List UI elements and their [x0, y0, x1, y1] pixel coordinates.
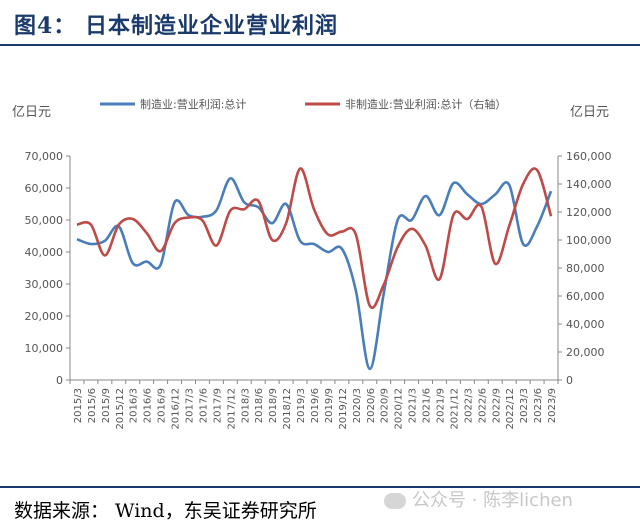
- x-tick-label: 2021/6: [422, 388, 433, 423]
- x-tick-label: 2022/6: [477, 388, 488, 423]
- x-tick-label: 2022/12: [505, 388, 516, 430]
- x-tick-label: 2019/9: [324, 388, 335, 423]
- x-tick-label: 2018/12: [282, 388, 293, 430]
- legend-label-manufacturing: 制造业:营业利润:总计: [140, 97, 246, 111]
- x-tick-label: 2019/6: [310, 388, 321, 423]
- right-axis-unit-label: 亿日元: [570, 105, 609, 120]
- x-tick-label: 2015/3: [73, 388, 84, 423]
- bottom-rule: [0, 486, 640, 488]
- series-layer: [76, 167, 553, 371]
- x-tick-label: 2016/9: [157, 388, 168, 423]
- figure-title: 图4： 日本制造业企业营业利润: [14, 13, 338, 39]
- right-tick-label: 160,000: [566, 150, 612, 163]
- x-tick-label: 2015/9: [101, 388, 112, 423]
- legend-label-non-manufacturing: 非制造业:营业利润:总计（右轴）: [345, 97, 506, 111]
- left-tick-label: 50,000: [25, 214, 64, 227]
- x-tick-label: 2018/9: [268, 388, 279, 423]
- x-tick-label: 2020/3: [352, 388, 363, 423]
- x-tick-label: 2023/3: [519, 388, 530, 423]
- right-tick-label: 60,000: [566, 290, 605, 303]
- right-tick-label: 120,000: [566, 206, 612, 219]
- right-tick-label: 80,000: [566, 262, 605, 275]
- right-tick-label: 20,000: [566, 346, 605, 359]
- x-tick-label: 2016/6: [143, 388, 154, 423]
- x-tick-label: 2022/3: [463, 388, 474, 423]
- watermark: 公众号 · 陈李lichen: [384, 486, 573, 512]
- x-tick-label: 2017/3: [185, 388, 196, 423]
- figure-title-bar: 图4： 日本制造业企业营业利润: [0, 0, 640, 46]
- x-tick-label: 2017/6: [198, 388, 209, 423]
- x-tick-label: 2019/12: [338, 388, 349, 430]
- line-chart: 亿日元 亿日元 制造业:营业利润:总计 非制造业:营业利润:总计（右轴） 0 10…: [12, 97, 612, 430]
- x-tick-label: 2016/3: [129, 388, 140, 423]
- x-tick-label: 2015/6: [87, 388, 98, 423]
- watermark-text: 公众号 · 陈李lichen: [412, 490, 573, 511]
- legend: 制造业:营业利润:总计 非制造业:营业利润:总计（右轴）: [100, 97, 506, 111]
- series-line-manufacturing: [76, 177, 553, 371]
- left-tick-label: 20,000: [25, 310, 64, 323]
- left-tick-label: 10,000: [25, 342, 64, 355]
- right-tick-label: 140,000: [566, 178, 612, 191]
- left-tick-label: 70,000: [25, 150, 64, 163]
- x-tick-label: 2020/6: [366, 388, 377, 423]
- right-tick-label: 0: [566, 374, 573, 387]
- x-tick-label: 2021/12: [449, 388, 460, 430]
- x-tick-label: 2020/12: [394, 388, 405, 430]
- series-line-non-manufacturing: [76, 167, 553, 310]
- left-tick-label: 60,000: [25, 182, 64, 195]
- wechat-icon: [384, 493, 406, 509]
- axes: 0 10,000 20,000 30,000 40,000 50,000 60,000 70,…: [25, 150, 612, 387]
- x-tick-label: 2021/9: [435, 388, 446, 423]
- left-axis-unit-label: 亿日元: [12, 105, 51, 120]
- x-tick-label: 2023/9: [547, 388, 558, 423]
- x-tick-label: 2017/12: [226, 388, 237, 430]
- x-tick-label: 2022/9: [491, 388, 502, 423]
- x-tick-label: 2018/3: [240, 388, 251, 423]
- x-tick-label: 2021/3: [408, 388, 419, 423]
- x-tick-labels: 2015/3 2015/6 2015/9 2015/12 2016/3 2016/6 201…: [73, 388, 558, 430]
- x-tick-label: 2020/9: [380, 388, 391, 423]
- title-rule: [0, 44, 640, 46]
- x-tick-label: 2016/12: [171, 388, 182, 430]
- x-tick-label: 2019/3: [296, 388, 307, 423]
- x-tick-label: 2023/6: [533, 388, 544, 423]
- x-tick-label: 2017/9: [212, 388, 223, 423]
- x-tick-label: 2018/6: [254, 388, 265, 423]
- left-tick-label: 0: [56, 374, 63, 387]
- right-tick-label: 40,000: [566, 318, 605, 331]
- source-note: 数据来源： Wind，东吴证券研究所: [14, 500, 317, 522]
- left-tick-label: 30,000: [25, 278, 64, 291]
- right-tick-label: 100,000: [566, 234, 612, 247]
- left-tick-label: 40,000: [25, 246, 64, 259]
- x-tick-label: 2015/12: [115, 388, 126, 430]
